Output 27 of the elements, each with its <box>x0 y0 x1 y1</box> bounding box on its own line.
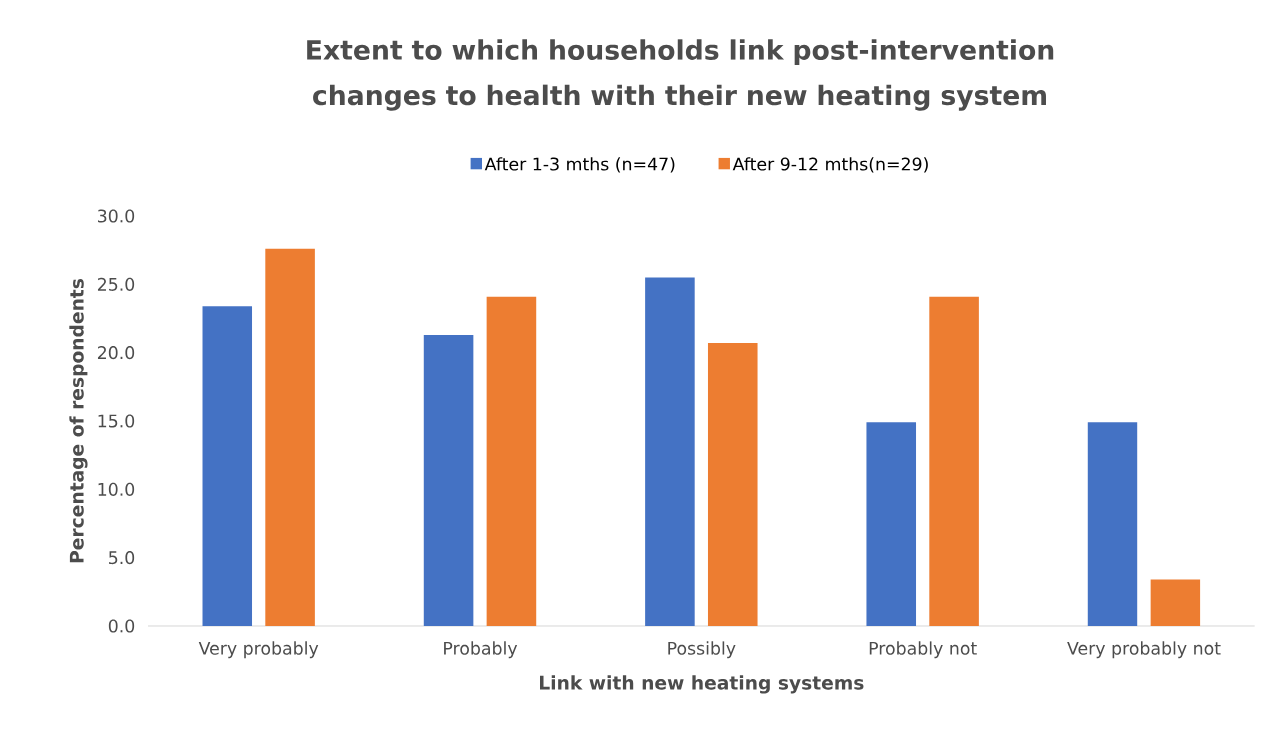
y-tick-label: 15.0 <box>98 414 135 428</box>
legend-label: After 1-3 mths (n=47) <box>484 157 675 173</box>
y-tick-label: 20.0 <box>97 346 135 360</box>
y-tick-label: 10.0 <box>98 482 135 496</box>
y-tick-label: 0.0 <box>108 619 135 633</box>
y-tick-label: 5.0 <box>109 551 135 565</box>
legend-label: After 9-12 mths(n=29) <box>732 157 928 173</box>
y-tick-label: 25.0 <box>97 277 135 291</box>
bar <box>423 334 474 626</box>
bar <box>866 422 917 626</box>
y-tick-label: 30.0 <box>98 209 135 223</box>
y-axis-title: Percentage of respondents <box>69 278 88 563</box>
chart-title: Extent to which households link post-intervention changes to health with their new heating system <box>307 39 1054 111</box>
bar <box>707 343 758 626</box>
x-tick-label: Probably not <box>869 641 977 659</box>
bar <box>202 306 253 626</box>
x-tick-label: Very probably <box>198 641 319 659</box>
x-tick-label: Possibly <box>668 641 736 659</box>
x-tick-label: Probably <box>444 641 518 659</box>
bar <box>265 248 315 626</box>
bar <box>486 296 537 626</box>
bar <box>1150 579 1201 626</box>
bar <box>929 296 979 626</box>
bar <box>645 277 695 626</box>
x-axis-title: Link with new heating systems <box>540 675 864 694</box>
x-tick-label: Very probably not <box>1067 641 1221 659</box>
bar <box>1087 422 1138 626</box>
